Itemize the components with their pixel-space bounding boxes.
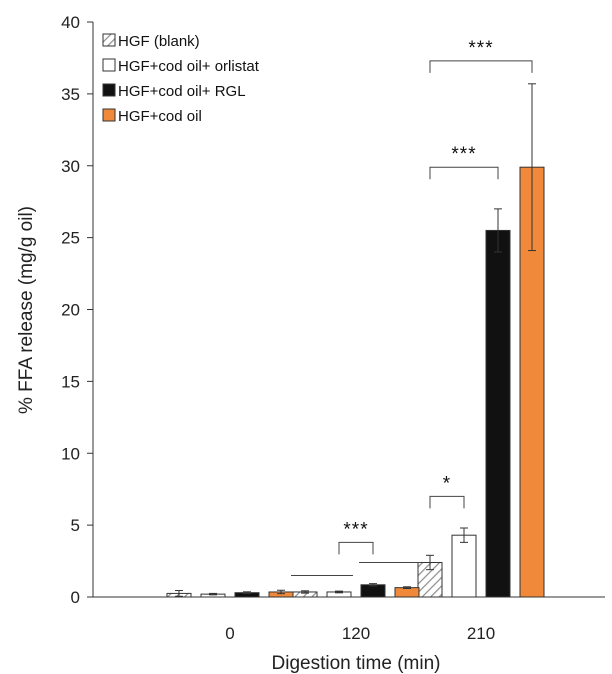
- y-tick-label: 40: [61, 13, 80, 32]
- significance-bracket: [429, 60, 533, 73]
- legend-label: HGF+cod oil: [118, 108, 202, 125]
- significance-label: ***: [468, 38, 493, 59]
- x-axis: 0 120 210: [93, 596, 605, 643]
- y-tick-label: 30: [61, 157, 80, 176]
- y-tick-label: 0: [71, 588, 80, 607]
- legend-label: HGF+cod oil+ RGL: [118, 83, 246, 100]
- x-axis-title: Digestion time (min): [272, 653, 441, 674]
- legend-swatch: [102, 33, 116, 47]
- bar: [485, 229, 511, 598]
- bar: [451, 534, 477, 598]
- bar: [394, 587, 420, 598]
- y-tick-label: 10: [61, 444, 80, 463]
- significance-bracket: [338, 541, 374, 555]
- legend: HGF (blank) HGF+cod oil+ orlistat HGF+cod …: [102, 33, 260, 125]
- x-tick-labels: 0 120 210: [225, 624, 495, 643]
- error-bars: [175, 83, 536, 597]
- y-tick-label: 35: [61, 85, 80, 104]
- legend-label: HGF+cod oil+ orlistat: [118, 58, 260, 75]
- y-axis: 0 5 10 15 20 25 30 35 40: [61, 13, 94, 607]
- significance-annotations: **********: [291, 38, 533, 576]
- significance-bracket: [429, 495, 465, 509]
- significance-label: ***: [343, 519, 368, 540]
- legend-swatch: [102, 108, 116, 122]
- significance-label: ***: [451, 144, 476, 165]
- x-tick-label: 210: [467, 624, 495, 643]
- y-tick-labels: 0 5 10 15 20 25 30 35 40: [61, 13, 93, 607]
- significance-label: *: [443, 473, 451, 494]
- y-tick-label: 5: [71, 516, 80, 535]
- legend-label: HGF (blank): [118, 33, 200, 50]
- x-tick-label: 0: [225, 624, 234, 643]
- significance-bracket: [429, 166, 499, 180]
- legend-swatch: [102, 58, 116, 72]
- x-tick-label: 120: [342, 624, 370, 643]
- y-axis-title: % FFA release (mg/g oil): [16, 206, 37, 414]
- y-tick-label: 15: [61, 372, 80, 391]
- y-tick-label: 25: [61, 229, 80, 248]
- y-tick-label: 20: [61, 301, 80, 320]
- legend-swatch: [102, 83, 116, 97]
- bar: [360, 584, 386, 598]
